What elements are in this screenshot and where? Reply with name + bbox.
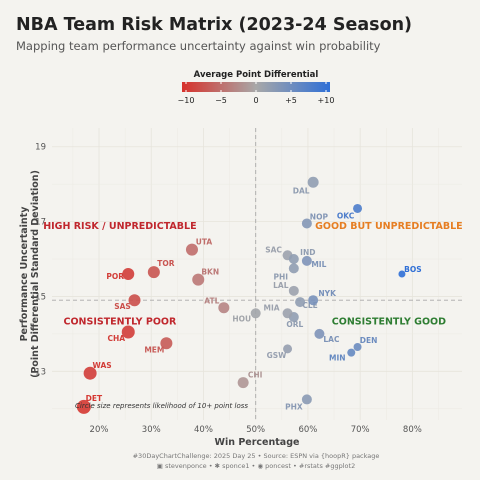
team-point-chi[interactable] <box>237 377 249 389</box>
team-point-bkn[interactable] <box>192 273 205 286</box>
team-point-min[interactable] <box>347 348 356 357</box>
team-point-det[interactable] <box>76 399 91 414</box>
team-label-nop: NOP <box>310 212 329 221</box>
team-point-mem[interactable] <box>160 337 173 350</box>
team-point-nop[interactable] <box>301 218 312 229</box>
team-label-gsw: GSW <box>267 351 288 360</box>
points: DET WAS CHA POR SAS TOR MEM UTA BKN ATL CHI HOU GSW S… <box>76 176 422 414</box>
team-point-phi[interactable] <box>288 263 299 274</box>
team-point-cle[interactable] <box>295 297 306 308</box>
y-tick-label: 19 <box>35 143 46 153</box>
chart-title: NBA Team Risk Matrix (2023-24 Season) <box>16 15 412 35</box>
team-point-was[interactable] <box>83 366 97 380</box>
team-label-lal: LAL <box>273 281 289 290</box>
team-label-cle: CLE <box>302 301 317 310</box>
quadrant-label: HIGH RISK / UNPREDICTABLE <box>43 221 196 232</box>
x-tick-label: 20% <box>90 425 109 435</box>
team-label-lac: LAC <box>323 335 340 344</box>
team-point-ind[interactable] <box>288 254 299 265</box>
team-label-cha: CHA <box>107 334 125 343</box>
team-point-sas[interactable] <box>128 294 141 307</box>
y-tick-label: 13 <box>35 367 46 377</box>
x-tick-label: 60% <box>298 425 317 435</box>
team-point-lal[interactable] <box>288 285 299 296</box>
team-label-min: MIN <box>329 354 346 363</box>
legend-tick-label: 0 <box>253 96 258 105</box>
size-note: Circle size represents likelihood of 10+… <box>75 402 248 410</box>
team-label-was: WAS <box>93 361 112 370</box>
team-point-por[interactable] <box>122 268 135 280</box>
x-axis-title: Win Percentage <box>215 437 300 448</box>
y-tick-label: 17 <box>35 218 46 228</box>
chart-subtitle: Mapping team performance uncertainty aga… <box>16 39 381 53</box>
team-label-sas: SAS <box>114 302 131 311</box>
team-label-ind: IND <box>300 248 315 257</box>
team-point-hou[interactable] <box>250 308 261 319</box>
team-label-okc: OKC <box>337 211 355 220</box>
team-point-phx[interactable] <box>301 394 312 405</box>
y-axis-title: Performance Uncertainty <box>19 206 30 342</box>
x-tick-label: 40% <box>194 425 213 435</box>
team-point-dal[interactable] <box>307 176 319 188</box>
legend-tick-label: +10 <box>318 96 335 105</box>
team-label-mia: MIA <box>264 303 280 312</box>
legend-title: Average Point Differential <box>194 70 319 80</box>
legend-tick-label: −5 <box>215 96 227 105</box>
quadrant-label: GOOD BUT UNPREDICTABLE <box>315 221 463 232</box>
legend-gradient-bar <box>182 82 330 92</box>
team-point-bos[interactable] <box>398 270 406 278</box>
team-point-uta[interactable] <box>185 243 198 256</box>
team-label-sac: SAC <box>265 245 282 254</box>
legend-tick-label: −10 <box>178 96 195 105</box>
team-point-okc[interactable] <box>353 203 363 213</box>
team-point-tor[interactable] <box>147 266 160 279</box>
x-tick-label: 30% <box>142 425 161 435</box>
team-point-cha[interactable] <box>121 325 135 339</box>
caption-source: #30DayChartChallenge: 2025 Day 25 • Sour… <box>133 452 380 460</box>
legend-tick-label: +5 <box>285 96 297 105</box>
color-legend: Average Point Differential −10 −5 0 +5 +10 <box>178 70 335 105</box>
team-label-dal: DAL <box>293 186 310 195</box>
team-label-bos: BOS <box>404 265 422 274</box>
x-tick-label: 80% <box>403 425 422 435</box>
team-label-nyk: NYK <box>318 289 337 298</box>
team-label-bkn: BKN <box>201 268 219 277</box>
team-label-uta: UTA <box>196 238 213 247</box>
team-label-phx: PHX <box>285 402 303 411</box>
x-tick-label: 70% <box>351 425 370 435</box>
team-label-chi: CHI <box>248 371 263 380</box>
team-label-mil: MIL <box>311 260 326 269</box>
team-label-tor: TOR <box>157 259 174 268</box>
team-label-mem: MEM <box>144 345 164 354</box>
team-point-mil[interactable] <box>301 255 312 266</box>
team-point-lac[interactable] <box>314 328 325 339</box>
y-axis-subtitle: (Point Differential Standard Deviation) <box>30 170 41 378</box>
team-label-orl: ORL <box>286 320 303 329</box>
team-label-det: DET <box>86 394 103 403</box>
quadrant-label: CONSISTENTLY GOOD <box>332 317 446 328</box>
team-label-phi: PHI <box>274 272 289 281</box>
team-label-den: DEN <box>360 336 378 345</box>
team-label-hou: HOU <box>232 314 251 323</box>
team-point-atl[interactable] <box>218 302 230 314</box>
team-point-nyk[interactable] <box>308 295 319 306</box>
team-point-gsw[interactable] <box>283 344 293 354</box>
team-point-den[interactable] <box>353 343 362 351</box>
y-tick-label: 15 <box>35 292 46 302</box>
x-tick-label: 50% <box>246 425 265 435</box>
team-point-mia[interactable] <box>282 308 293 319</box>
team-label-atl: ATL <box>204 297 219 306</box>
team-label-por: POR <box>106 272 124 281</box>
quadrant-label: CONSISTENTLY POOR <box>63 317 176 328</box>
caption-social: ▣ stevenponce • ✱ sponce1 • ◉ poncest • … <box>157 462 355 470</box>
